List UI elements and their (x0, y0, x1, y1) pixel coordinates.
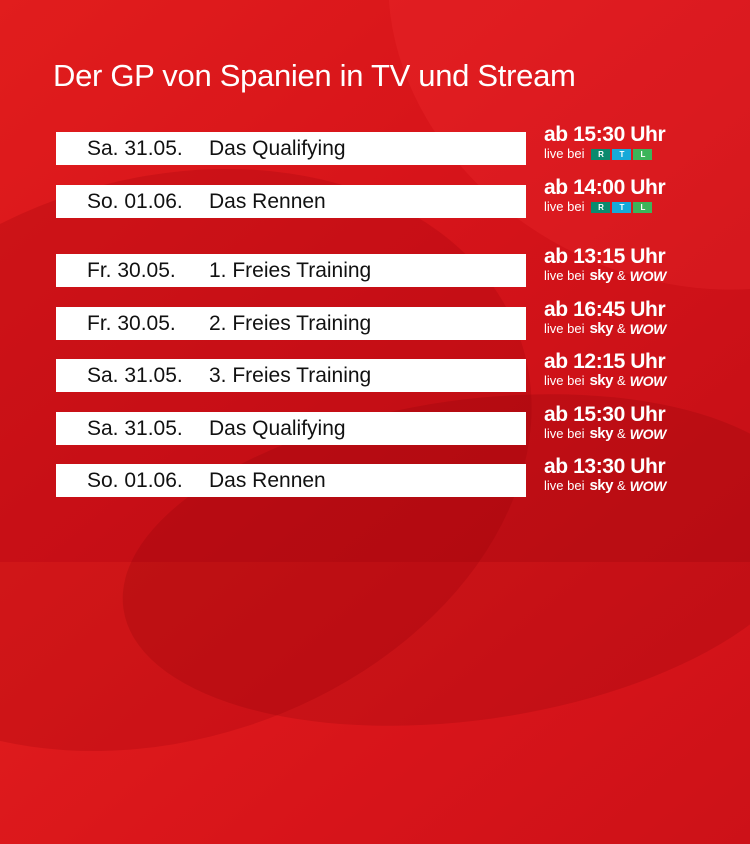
broadcast-info: ab 16:45 Uhr live bei sky & WOW (544, 298, 666, 337)
start-time: ab 13:15 Uhr (544, 245, 666, 268)
sky-logo: sky (589, 320, 613, 337)
session-name: 1. Freies Training (209, 259, 372, 282)
session-name: Das Qualifying (209, 137, 346, 160)
rtl-logo-t: T (612, 201, 632, 213)
session-date: So. 01.06. (87, 469, 183, 492)
wow-logo: WOW (629, 321, 667, 337)
session-bar: Sa. 31.05. Das Qualifying (56, 412, 526, 445)
session-date: Sa. 31.05. (87, 364, 183, 387)
session-bar: So. 01.06. Das Rennen (56, 464, 526, 497)
live-prefix: live bei (544, 268, 585, 283)
page-title: Der GP von Spanien in TV und Stream (53, 58, 576, 93)
broadcast-info: ab 12:15 Uhr live bei sky & WOW (544, 350, 666, 389)
live-line: live bei sky & WOW (544, 425, 667, 443)
session-bar: Fr. 30.05. 1. Freies Training (56, 254, 526, 287)
session-bar: Sa. 31.05. 3. Freies Training (56, 359, 526, 392)
rtl-logo-r: R (591, 201, 611, 213)
live-prefix: live bei (544, 478, 585, 493)
live-prefix: live bei (544, 146, 585, 161)
broadcast-info: ab 13:30 Uhr live bei sky & WOW (544, 455, 666, 494)
session-bar: So. 01.06. Das Rennen (56, 185, 526, 218)
schedule-row-sky-fp2: Fr. 30.05. 2. Freies Training ab 16:45 U… (56, 298, 750, 341)
live-line: live bei R T L (544, 199, 665, 215)
start-time: ab 14:00 Uhr (544, 176, 666, 199)
session-date: Sa. 31.05. (87, 417, 183, 440)
ampersand: & (617, 373, 626, 388)
schedule-row-rtl-qualifying: Sa. 31.05. Das Qualifying ab 15:30 Uhr l… (56, 123, 750, 166)
live-line: live bei sky & WOW (544, 372, 667, 390)
schedule-row-rtl-race: So. 01.06. Das Rennen ab 14:00 Uhr live … (56, 176, 750, 219)
rtl-logo-t: T (612, 148, 632, 160)
live-prefix: live bei (544, 199, 585, 214)
wow-logo: WOW (629, 426, 667, 442)
schedule-row-sky-qualifying: Sa. 31.05. Das Qualifying ab 15:30 Uhr l… (56, 403, 750, 446)
start-time: ab 15:30 Uhr (544, 403, 666, 426)
sky-logo: sky (589, 372, 613, 389)
broadcast-info: ab 14:00 Uhr live bei R T L (544, 176, 666, 215)
live-line: live bei R T L (544, 146, 665, 162)
session-name: Das Rennen (209, 190, 326, 213)
session-name: Das Qualifying (209, 417, 346, 440)
live-prefix: live bei (544, 321, 585, 336)
sky-logo: sky (589, 477, 613, 494)
live-line: live bei sky & WOW (544, 320, 667, 338)
broadcast-info: ab 15:30 Uhr live bei sky & WOW (544, 403, 666, 442)
broadcast-info: ab 15:30 Uhr live bei R T L (544, 123, 666, 162)
ampersand: & (617, 426, 626, 441)
session-name: Das Rennen (209, 469, 326, 492)
start-time: ab 12:15 Uhr (544, 350, 666, 373)
rtl-logo: R T L (591, 201, 653, 213)
ampersand: & (617, 268, 626, 283)
broadcast-info: ab 13:15 Uhr live bei sky & WOW (544, 245, 666, 284)
session-date: Sa. 31.05. (87, 137, 183, 160)
schedule-row-sky-race: So. 01.06. Das Rennen ab 13:30 Uhr live … (56, 455, 750, 498)
live-prefix: live bei (544, 373, 585, 388)
sky-logo: sky (589, 267, 613, 284)
live-line: live bei sky & WOW (544, 477, 667, 495)
schedule-row-sky-fp1: Fr. 30.05. 1. Freies Training ab 13:15 U… (56, 245, 750, 288)
live-line: live bei sky & WOW (544, 267, 667, 285)
session-bar: Sa. 31.05. Das Qualifying (56, 132, 526, 165)
sky-logo: sky (589, 425, 613, 442)
session-date: So. 01.06. (87, 190, 183, 213)
schedule-row-sky-fp3: Sa. 31.05. 3. Freies Training ab 12:15 U… (56, 350, 750, 393)
rtl-logo: R T L (591, 148, 653, 160)
start-time: ab 16:45 Uhr (544, 298, 666, 321)
session-name: 2. Freies Training (209, 312, 372, 335)
live-prefix: live bei (544, 426, 585, 441)
ampersand: & (617, 478, 626, 493)
rtl-logo-l: L (633, 148, 653, 160)
session-date: Fr. 30.05. (87, 259, 176, 282)
session-bar: Fr. 30.05. 2. Freies Training (56, 307, 526, 340)
session-name: 3. Freies Training (209, 364, 372, 387)
start-time: ab 15:30 Uhr (544, 123, 666, 146)
wow-logo: WOW (629, 373, 667, 389)
wow-logo: WOW (629, 268, 667, 284)
rtl-logo-r: R (591, 148, 611, 160)
wow-logo: WOW (629, 478, 667, 494)
rtl-logo-l: L (633, 201, 653, 213)
ampersand: & (617, 321, 626, 336)
start-time: ab 13:30 Uhr (544, 455, 666, 478)
session-date: Fr. 30.05. (87, 312, 176, 335)
